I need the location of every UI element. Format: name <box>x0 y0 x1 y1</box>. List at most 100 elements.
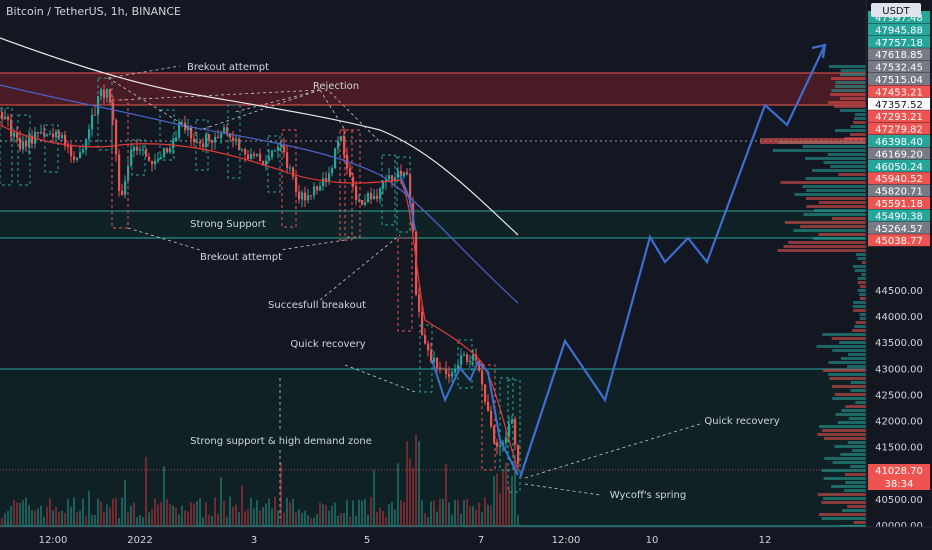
candle-body <box>241 149 244 151</box>
candle-body <box>463 354 466 356</box>
volume-profile-bar <box>852 305 866 308</box>
pattern-box <box>17 114 31 186</box>
volume-bar <box>34 510 36 526</box>
volume-profile-bar <box>837 421 866 424</box>
candle-body <box>28 135 31 147</box>
volume-profile-bar <box>784 221 866 224</box>
price-label-1: 47945.88 <box>875 25 923 36</box>
volume-bar <box>280 462 282 526</box>
candle-body <box>139 149 142 151</box>
candle-body <box>517 444 520 464</box>
candle-body <box>331 168 334 174</box>
price-label-bg <box>868 159 930 172</box>
candle-body <box>115 119 118 155</box>
volume-profile-bar <box>831 77 866 80</box>
price-label-12: 46050.24 <box>875 162 923 173</box>
volume-bar <box>268 498 270 526</box>
volume-bar <box>298 509 300 526</box>
volume-bar <box>367 514 369 526</box>
volume-profile-bar <box>831 89 866 92</box>
candle-body <box>313 186 316 196</box>
candle-body <box>319 186 322 191</box>
candle-body <box>160 157 163 160</box>
y-tick-label-1: 44000.00 <box>875 312 923 323</box>
volume-bar <box>277 510 279 526</box>
volume-bar <box>214 497 216 526</box>
candle-body <box>211 139 214 143</box>
volume-profile-bar <box>827 101 866 104</box>
volume-bar <box>235 504 237 526</box>
candle-body <box>163 148 166 158</box>
volume-bar <box>415 434 417 526</box>
volume-bar <box>388 504 390 526</box>
volume-bar <box>160 502 162 526</box>
volume-bar <box>100 501 102 526</box>
candle-body <box>292 167 295 177</box>
volume-profile-bar <box>838 173 866 176</box>
volume-bar <box>202 517 204 526</box>
volume-bar <box>127 512 129 526</box>
volume-profile-bar <box>793 229 866 232</box>
volume-profile-bar <box>832 397 866 400</box>
volume-bar <box>238 512 240 526</box>
pattern-box <box>159 109 175 161</box>
price-label-3: 47618.85 <box>875 50 923 61</box>
volume-bar <box>340 513 342 526</box>
pattern-box <box>131 139 146 176</box>
volume-bar <box>124 479 126 526</box>
leader-line <box>524 423 701 479</box>
candle-body <box>238 138 241 150</box>
volume-bar <box>475 509 477 526</box>
volume-bar <box>10 506 12 526</box>
candle-body <box>472 354 475 361</box>
price-label-16: 45490.38 <box>875 211 923 222</box>
trend-line <box>399 174 416 231</box>
candle-body <box>421 311 424 336</box>
candle-body <box>448 373 451 377</box>
volume-bar <box>346 500 348 526</box>
volume-bar <box>427 517 429 526</box>
volume-profile-bar <box>794 193 866 196</box>
volume-profile-bar <box>832 217 866 220</box>
candle-body <box>316 186 319 191</box>
volume-bar <box>247 508 249 526</box>
volume-profile-bar <box>803 213 866 216</box>
price-label-bg <box>868 209 930 222</box>
volume-bar <box>265 503 267 526</box>
volume-bar <box>133 502 135 526</box>
volume-bar <box>190 502 192 526</box>
candle-body <box>244 149 247 155</box>
volume-profile-bar <box>839 73 866 76</box>
pattern-box <box>267 135 281 193</box>
volume-bar <box>499 493 501 526</box>
candle-body <box>427 343 430 351</box>
volume-bar <box>448 502 450 526</box>
candle-body <box>154 161 157 165</box>
volume-profile-bar <box>805 177 866 180</box>
price-label-6: 47453.21 <box>875 87 923 98</box>
volume-profile-bar <box>818 201 866 204</box>
volume-profile-bar <box>849 133 866 136</box>
candle-body <box>268 157 271 161</box>
volume-bar <box>82 498 84 526</box>
volume-bar <box>187 511 189 526</box>
volume-bar <box>196 500 198 526</box>
volume-profile-bar <box>823 497 866 500</box>
current-price-countdown: 38:34 <box>885 479 914 490</box>
leader-line <box>127 227 201 251</box>
volume-bar <box>379 507 381 526</box>
candle-body <box>475 354 478 361</box>
candle-body <box>391 175 394 181</box>
volume-profile-bar <box>857 257 866 260</box>
candle-body <box>100 89 103 97</box>
candle-body <box>250 153 253 159</box>
volume-profile-bar <box>830 165 866 168</box>
volume-bar <box>517 515 519 526</box>
volume-bar <box>328 510 330 526</box>
volume-profile-bar <box>802 185 866 188</box>
candle-body <box>385 179 388 183</box>
candle-body <box>511 419 514 424</box>
candle-body <box>367 193 370 203</box>
